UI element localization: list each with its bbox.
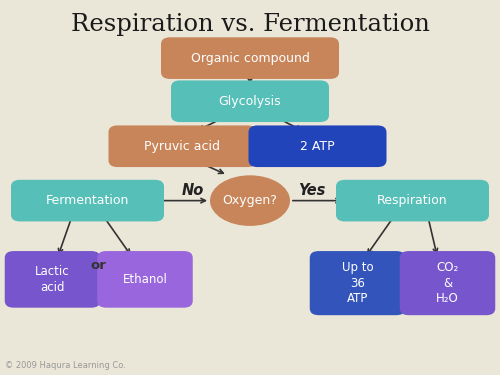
Text: Yes: Yes	[298, 183, 325, 198]
FancyBboxPatch shape	[248, 125, 386, 167]
Text: Up to
36
ATP: Up to 36 ATP	[342, 261, 374, 305]
FancyBboxPatch shape	[11, 180, 164, 221]
Text: Respiration vs. Fermentation: Respiration vs. Fermentation	[70, 13, 430, 36]
Text: Glycolysis: Glycolysis	[218, 95, 282, 108]
Text: © 2009 Haqura Learning Co.: © 2009 Haqura Learning Co.	[5, 362, 126, 370]
FancyBboxPatch shape	[161, 38, 339, 79]
Text: Pyruvic acid: Pyruvic acid	[144, 140, 220, 153]
Text: Respiration: Respiration	[377, 194, 448, 207]
FancyBboxPatch shape	[336, 180, 489, 221]
Ellipse shape	[210, 176, 290, 226]
FancyBboxPatch shape	[108, 125, 256, 167]
Text: 2 ATP: 2 ATP	[300, 140, 335, 153]
Text: Lactic
acid: Lactic acid	[35, 265, 70, 294]
FancyBboxPatch shape	[171, 81, 329, 122]
Text: or: or	[90, 259, 106, 272]
Text: Fermentation: Fermentation	[46, 194, 129, 207]
FancyBboxPatch shape	[400, 251, 495, 315]
Text: Organic compound: Organic compound	[190, 52, 310, 64]
Text: Ethanol: Ethanol	[122, 273, 168, 286]
FancyBboxPatch shape	[97, 251, 192, 308]
Text: Oxygen?: Oxygen?	[222, 194, 278, 207]
FancyBboxPatch shape	[4, 251, 100, 308]
Text: CO₂
&
H₂O: CO₂ & H₂O	[436, 261, 459, 305]
FancyBboxPatch shape	[310, 251, 405, 315]
Text: No: No	[182, 183, 204, 198]
